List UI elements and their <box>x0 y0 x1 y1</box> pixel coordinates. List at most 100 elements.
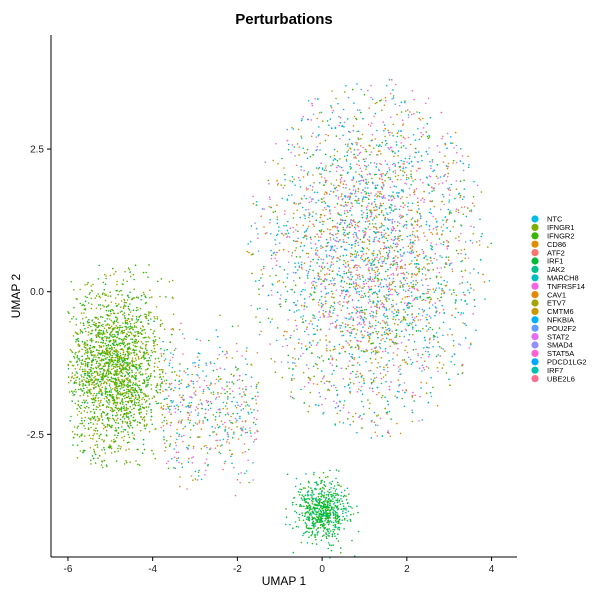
scatter-point <box>417 329 420 332</box>
scatter-point <box>92 350 95 353</box>
scatter-point <box>442 290 444 292</box>
scatter-point <box>157 402 160 404</box>
scatter-point <box>103 288 106 291</box>
scatter-point <box>160 402 162 405</box>
scatter-point <box>379 322 382 325</box>
scatter-point <box>428 353 431 356</box>
scatter-point <box>68 391 71 393</box>
scatter-point <box>427 137 430 140</box>
scatter-point <box>86 411 89 414</box>
scatter-point <box>361 250 364 253</box>
scatter-point <box>314 236 316 238</box>
scatter-point <box>348 130 350 133</box>
scatter-point <box>284 178 286 181</box>
scatter-point <box>178 461 180 464</box>
scatter-point <box>355 253 358 255</box>
scatter-point <box>268 196 271 198</box>
scatter-point <box>307 277 309 279</box>
scatter-point <box>417 289 419 292</box>
scatter-point <box>296 143 299 145</box>
scatter-point <box>354 240 356 243</box>
scatter-point <box>376 266 378 269</box>
scatter-point <box>337 230 340 232</box>
scatter-point <box>394 169 397 172</box>
scatter-point <box>350 247 353 249</box>
scatter-point <box>429 277 431 280</box>
scatter-point <box>250 376 253 379</box>
scatter-point <box>282 248 285 251</box>
scatter-point <box>104 388 107 390</box>
scatter-point <box>74 388 77 391</box>
scatter-point <box>372 350 375 353</box>
scatter-point <box>231 400 233 403</box>
scatter-point <box>284 173 286 176</box>
scatter-point <box>316 329 319 332</box>
scatter-point <box>380 256 382 258</box>
scatter-point <box>287 261 290 264</box>
scatter-point <box>321 167 324 169</box>
scatter-point <box>349 226 351 228</box>
scatter-point <box>357 284 360 287</box>
scatter-point <box>120 385 123 387</box>
scatter-point <box>413 98 416 101</box>
scatter-point <box>448 378 450 381</box>
scatter-point <box>455 188 458 190</box>
scatter-point <box>343 280 346 283</box>
scatter-point <box>163 436 165 438</box>
scatter-point <box>317 273 320 275</box>
scatter-point <box>411 305 413 307</box>
scatter-point <box>274 243 277 246</box>
scatter-point <box>224 414 227 416</box>
scatter-point <box>107 380 109 382</box>
scatter-point <box>219 439 221 442</box>
scatter-point <box>355 157 357 159</box>
scatter-point <box>124 325 126 328</box>
scatter-point <box>373 162 376 164</box>
scatter-point <box>474 305 476 308</box>
scatter-point <box>368 107 371 109</box>
scatter-point <box>369 173 371 176</box>
scatter-point <box>154 457 156 460</box>
scatter-point <box>233 374 235 377</box>
scatter-point <box>323 382 326 385</box>
scatter-point <box>325 208 327 211</box>
scatter-point <box>388 247 391 249</box>
scatter-point <box>297 237 300 240</box>
scatter-point <box>329 349 332 352</box>
scatter-point <box>399 285 402 287</box>
scatter-point <box>350 151 352 153</box>
scatter-point <box>313 315 316 317</box>
scatter-point <box>330 183 333 185</box>
scatter-point <box>411 396 414 398</box>
scatter-point <box>355 285 357 287</box>
scatter-point <box>439 255 441 257</box>
scatter-point <box>173 371 176 373</box>
scatter-point <box>165 379 168 382</box>
scatter-point <box>318 278 320 280</box>
scatter-point <box>460 270 463 273</box>
scatter-point <box>187 373 189 376</box>
scatter-point <box>376 101 378 104</box>
scatter-point <box>340 166 343 169</box>
scatter-point <box>344 194 347 197</box>
scatter-point <box>387 268 389 271</box>
scatter-point <box>259 321 261 324</box>
scatter-point <box>363 231 365 234</box>
scatter-point <box>281 197 284 200</box>
scatter-point <box>98 264 100 267</box>
scatter-point <box>174 411 176 414</box>
scatter-point <box>343 231 346 234</box>
scatter-point <box>316 148 318 151</box>
scatter-point <box>142 396 144 399</box>
scatter-point <box>463 248 466 251</box>
scatter-point <box>414 236 417 238</box>
scatter-point <box>192 447 195 449</box>
scatter-point <box>188 414 191 417</box>
scatter-point <box>248 405 250 407</box>
scatter-point <box>395 311 398 313</box>
scatter-point <box>364 279 367 281</box>
scatter-point <box>143 448 146 451</box>
scatter-point <box>355 333 358 335</box>
scatter-point <box>370 215 373 217</box>
scatter-point <box>383 259 386 261</box>
